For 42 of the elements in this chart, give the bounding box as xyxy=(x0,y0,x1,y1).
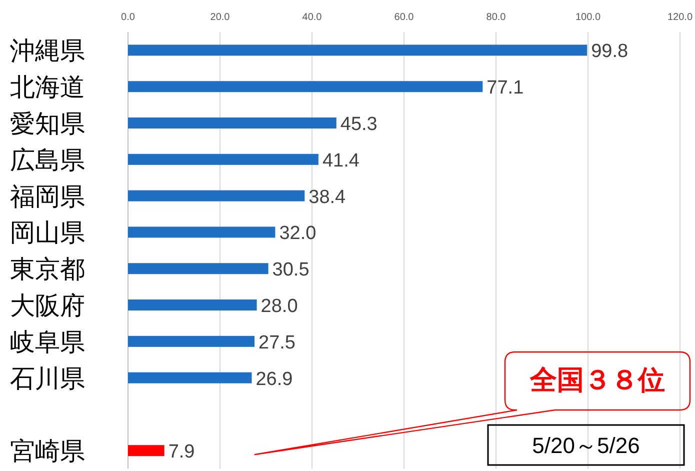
bar xyxy=(128,44,588,56)
x-tick-label: 100.0 xyxy=(575,12,601,23)
data-label: 26.9 xyxy=(256,368,293,390)
data-label: 41.4 xyxy=(322,150,360,172)
bar xyxy=(128,154,318,165)
data-label: 45.3 xyxy=(340,114,378,135)
annotation: 5/20～5/26 xyxy=(532,433,640,458)
y-tick-label: 北海道 xyxy=(10,74,85,102)
y-tick-label: 岡山県 xyxy=(10,219,85,248)
bar xyxy=(128,226,276,238)
data-label: 32.0 xyxy=(279,223,316,244)
bar xyxy=(128,445,164,456)
data-label: 99.8 xyxy=(591,41,628,62)
x-tick-label: 0.0 xyxy=(121,12,136,23)
x-tick-label: 40.0 xyxy=(302,12,322,23)
y-tick-label: 愛知県 xyxy=(10,110,85,138)
y-tick-label: 石川県 xyxy=(10,364,85,393)
data-label: 27.5 xyxy=(258,332,296,354)
y-tick-label: 岐阜県 xyxy=(10,328,85,356)
bar xyxy=(128,190,305,202)
y-tick-label: 宮崎県 xyxy=(10,438,85,466)
y-tick-label: 東京都 xyxy=(10,256,85,284)
y-tick-label: 沖縄県 xyxy=(10,37,85,66)
bar xyxy=(128,81,483,92)
y-tick-label: 大阪府 xyxy=(10,292,85,320)
bar xyxy=(128,372,252,384)
bar xyxy=(128,118,336,128)
annotation: 全国３８位 xyxy=(529,365,665,395)
x-tick-label: 80.0 xyxy=(486,12,506,23)
bar xyxy=(128,263,268,274)
y-tick-label: 福岡県 xyxy=(10,182,85,211)
x-tick-label: 60.0 xyxy=(394,12,414,23)
bar xyxy=(128,336,254,347)
data-label: 7.9 xyxy=(168,442,195,463)
y-tick-label: 広島県 xyxy=(10,146,85,174)
data-label: 28.0 xyxy=(260,296,298,317)
bar xyxy=(128,300,257,310)
x-tick-label: 20.0 xyxy=(210,12,230,23)
data-label: 77.1 xyxy=(486,78,524,99)
data-label: 30.5 xyxy=(272,260,310,281)
x-tick-label: 120.0 xyxy=(667,12,693,23)
data-label: 38.4 xyxy=(308,186,346,208)
